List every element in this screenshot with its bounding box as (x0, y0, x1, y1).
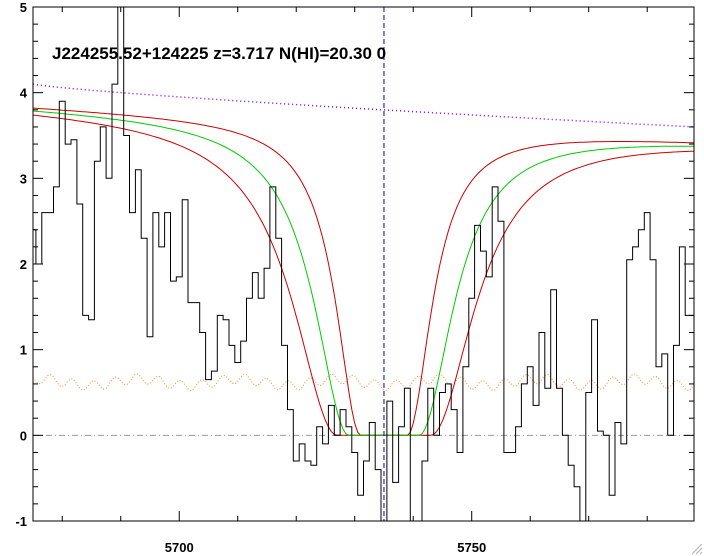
model-upper-bound (33, 114, 694, 436)
y-tick-label: 4 (20, 86, 28, 101)
y-tick-label: 0 (20, 428, 27, 443)
y-tick-label: 5 (20, 0, 27, 15)
flux-series (33, 7, 694, 521)
x-tick-label: 5700 (165, 540, 194, 555)
continuum-line (33, 83, 694, 128)
model-fit (33, 110, 694, 436)
resize-grip-icon[interactable] (690, 542, 703, 555)
y-tick-label: 2 (20, 257, 27, 272)
y-tick-label: 3 (20, 171, 27, 186)
model-lower-bound (33, 107, 694, 436)
plot-frame (32, 6, 695, 522)
y-tick-label: 1 (20, 343, 27, 358)
x-tick-label: 5750 (457, 540, 486, 555)
chart-title: J224255.52+124225 z=3.717 N(HI)=20.30 0 (52, 44, 386, 63)
error-spectrum (33, 373, 694, 392)
y-tick-label: -1 (15, 514, 27, 529)
